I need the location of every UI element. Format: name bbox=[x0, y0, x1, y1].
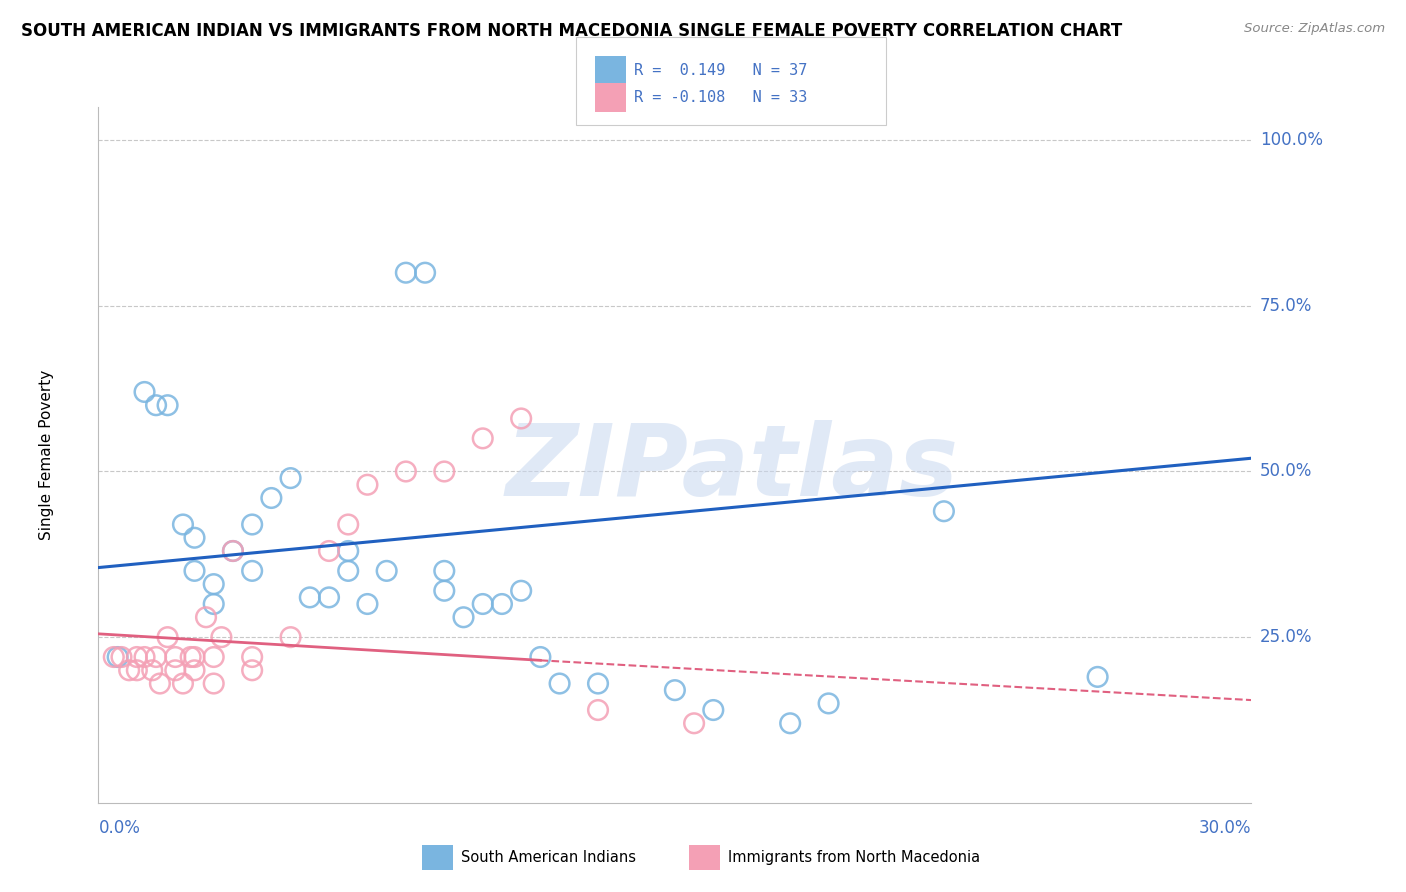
Point bbox=[375, 564, 398, 578]
Point bbox=[471, 431, 494, 445]
Point bbox=[318, 591, 340, 605]
Point bbox=[183, 650, 205, 665]
Point bbox=[125, 650, 148, 665]
Point bbox=[202, 650, 225, 665]
Point bbox=[125, 663, 148, 677]
Point bbox=[202, 676, 225, 690]
Point bbox=[165, 650, 187, 665]
Point bbox=[491, 597, 513, 611]
Point bbox=[529, 650, 551, 665]
Point bbox=[932, 504, 955, 518]
Point bbox=[156, 630, 179, 644]
Text: 0.0%: 0.0% bbox=[98, 820, 141, 838]
Text: 30.0%: 30.0% bbox=[1199, 820, 1251, 838]
Point bbox=[134, 384, 156, 399]
Point bbox=[183, 564, 205, 578]
Point bbox=[318, 544, 340, 558]
Point bbox=[683, 716, 706, 731]
Point bbox=[202, 597, 225, 611]
Point bbox=[586, 703, 609, 717]
Text: SOUTH AMERICAN INDIAN VS IMMIGRANTS FROM NORTH MACEDONIA SINGLE FEMALE POVERTY C: SOUTH AMERICAN INDIAN VS IMMIGRANTS FROM… bbox=[21, 22, 1122, 40]
Text: 25.0%: 25.0% bbox=[1260, 628, 1312, 646]
Point bbox=[183, 531, 205, 545]
Point bbox=[240, 517, 263, 532]
Point bbox=[664, 683, 686, 698]
Point bbox=[222, 544, 245, 558]
Point bbox=[103, 650, 125, 665]
Point bbox=[107, 650, 129, 665]
Point bbox=[172, 517, 194, 532]
Point bbox=[471, 597, 494, 611]
Point bbox=[195, 610, 218, 624]
Point bbox=[510, 411, 533, 425]
Point bbox=[395, 465, 418, 479]
Point bbox=[141, 663, 163, 677]
Point bbox=[356, 597, 378, 611]
Text: ZIPatlas: ZIPatlas bbox=[506, 420, 959, 517]
Point bbox=[779, 716, 801, 731]
Text: R = -0.108   N = 33: R = -0.108 N = 33 bbox=[634, 90, 807, 104]
Text: 50.0%: 50.0% bbox=[1260, 462, 1312, 481]
Text: 100.0%: 100.0% bbox=[1260, 131, 1323, 149]
Point bbox=[433, 465, 456, 479]
Point bbox=[395, 266, 418, 280]
Point bbox=[134, 650, 156, 665]
Text: South American Indians: South American Indians bbox=[461, 850, 636, 864]
Point bbox=[702, 703, 724, 717]
Point bbox=[337, 564, 360, 578]
Point bbox=[180, 650, 202, 665]
Point bbox=[165, 663, 187, 677]
Point bbox=[298, 591, 321, 605]
Point bbox=[222, 544, 245, 558]
Point bbox=[240, 564, 263, 578]
Point bbox=[209, 630, 232, 644]
Point bbox=[145, 398, 167, 412]
Point bbox=[337, 517, 360, 532]
Point bbox=[586, 676, 609, 690]
Point bbox=[149, 676, 172, 690]
Point bbox=[280, 630, 302, 644]
Point bbox=[202, 577, 225, 591]
Point bbox=[356, 477, 378, 491]
Point bbox=[240, 663, 263, 677]
Point bbox=[413, 266, 436, 280]
Point bbox=[240, 650, 263, 665]
Point bbox=[337, 544, 360, 558]
Text: Source: ZipAtlas.com: Source: ZipAtlas.com bbox=[1244, 22, 1385, 36]
Text: Single Female Poverty: Single Female Poverty bbox=[39, 370, 53, 540]
Point bbox=[433, 564, 456, 578]
Point bbox=[172, 676, 194, 690]
Point bbox=[280, 471, 302, 485]
Text: 75.0%: 75.0% bbox=[1260, 297, 1312, 315]
Point bbox=[145, 650, 167, 665]
Point bbox=[156, 398, 179, 412]
Point bbox=[110, 650, 132, 665]
Point bbox=[433, 583, 456, 598]
Point bbox=[183, 663, 205, 677]
Point bbox=[817, 697, 839, 711]
Point bbox=[118, 663, 141, 677]
Point bbox=[548, 676, 571, 690]
Text: Immigrants from North Macedonia: Immigrants from North Macedonia bbox=[728, 850, 980, 864]
Text: R =  0.149   N = 37: R = 0.149 N = 37 bbox=[634, 63, 807, 78]
Point bbox=[453, 610, 475, 624]
Point bbox=[1087, 670, 1109, 684]
Point bbox=[510, 583, 533, 598]
Point bbox=[260, 491, 283, 505]
